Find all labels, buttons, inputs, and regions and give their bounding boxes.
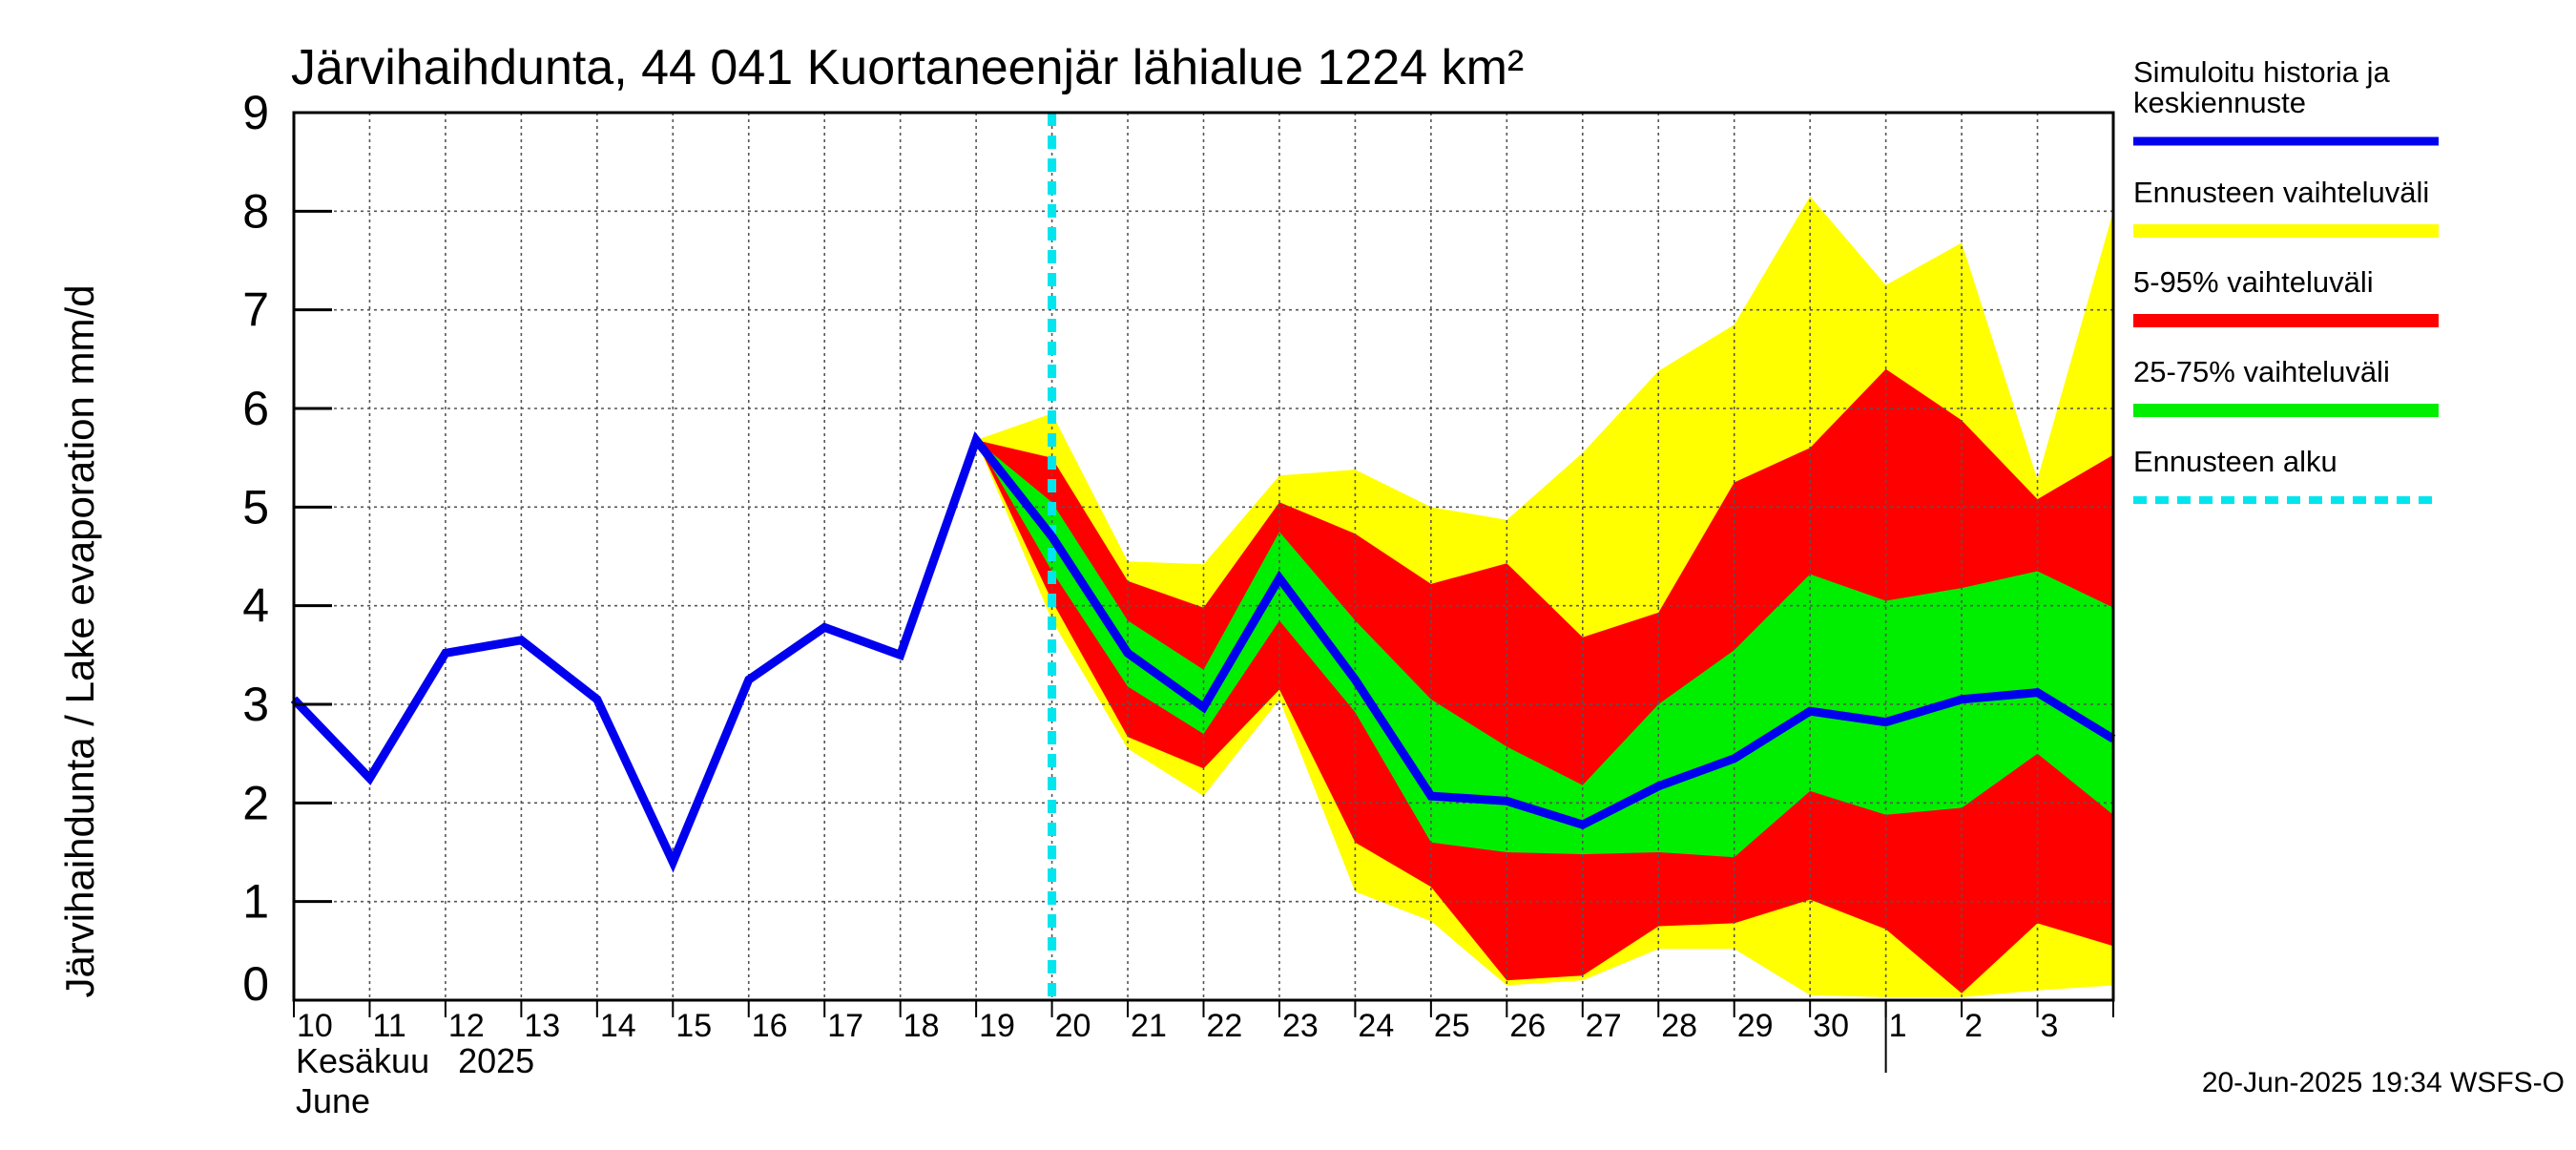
x-tick-label: 26 [1509, 1008, 1546, 1044]
x-tick-label: 30 [1813, 1008, 1849, 1044]
chart-title: Järvihaihdunta, 44 041 Kuortaneenjär läh… [291, 40, 1524, 95]
y-tick-label: 6 [242, 382, 269, 435]
y-tick-label: 1 [242, 875, 269, 929]
legend-label: Simuloitu historia ja [2133, 55, 2391, 89]
y-tick-label: 2 [242, 776, 269, 829]
legend-label: 25-75% vaihteluväli [2133, 355, 2390, 388]
y-tick-labels: 0 1 2 3 4 5 6 7 8 9 [242, 86, 269, 1011]
x-tick-label: 28 [1661, 1008, 1697, 1044]
x-tick-label: 3 [2041, 1008, 2059, 1044]
x-tick-label: 21 [1131, 1008, 1167, 1044]
y-tick-label: 9 [242, 86, 269, 139]
x-tick-label: 13 [524, 1008, 560, 1044]
x-tick-label: 15 [675, 1008, 712, 1044]
legend-label: Ennusteen alku [2133, 445, 2337, 478]
axes [292, 111, 2115, 1073]
x-tick-label: 11 [372, 1008, 405, 1044]
x-tick-label: 12 [448, 1008, 485, 1044]
grid-lines [294, 112, 2113, 1000]
x-tick-label: 14 [600, 1008, 636, 1044]
x-tick-label: 18 [904, 1008, 940, 1044]
timestamp: 20-Jun-2025 19:34 WSFS-O [2202, 1067, 2565, 1098]
forecast-bands [976, 196, 2113, 997]
mean-line [290, 430, 2116, 873]
band-2 [976, 368, 2113, 993]
x-tick-label: 24 [1358, 1008, 1394, 1044]
y-tick-label: 3 [242, 678, 269, 731]
x-tick-label: 20 [1055, 1008, 1091, 1044]
month-label-fi: Kesäkuu 2025 [296, 1041, 534, 1080]
band-3 [976, 440, 2113, 858]
x-tick-label: 29 [1737, 1008, 1774, 1044]
month-label-en: June [296, 1081, 370, 1120]
x-tick-label: 1 [1889, 1008, 1907, 1044]
legend-label: keskiennuste [2133, 86, 2306, 119]
x-tick-label: 25 [1434, 1008, 1470, 1044]
x-tick-label: 2 [1964, 1008, 1983, 1044]
legend-label: Ennusteen vaihteluväli [2133, 176, 2429, 209]
y-tick-label: 5 [242, 480, 269, 533]
x-tick-label: 27 [1586, 1008, 1622, 1044]
x-tick-label: 22 [1207, 1008, 1243, 1044]
y-tick-label: 4 [242, 579, 269, 633]
y-tick-label: 0 [242, 957, 269, 1011]
y-tick-label: 8 [242, 184, 269, 238]
x-tick-label: 23 [1282, 1008, 1319, 1044]
y-tick-label: 7 [242, 283, 269, 337]
y-axis-label: Järvihaihdunta / Lake evaporation mm/d [57, 284, 102, 997]
x-tick-labels: 10 11 12 13 14 15 16 17 18 19 20 21 22 23 24 25 26 27 28 29… [297, 1008, 2058, 1044]
x-tick-label: 19 [979, 1008, 1015, 1044]
mean-line-layer [290, 430, 2116, 873]
x-tick-label: 10 [297, 1008, 333, 1044]
x-tick-label: 16 [752, 1008, 788, 1044]
x-tick-label: 17 [827, 1008, 863, 1044]
legend-label: 5-95% vaihteluväli [2133, 265, 2374, 299]
